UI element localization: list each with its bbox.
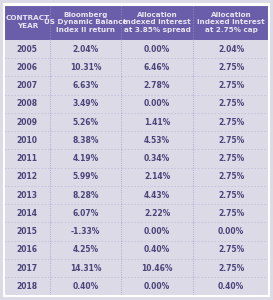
Text: 2.04%: 2.04% [218, 44, 244, 53]
Text: 6.63%: 6.63% [72, 81, 99, 90]
Text: 5.26%: 5.26% [72, 118, 99, 127]
Text: -1.33%: -1.33% [71, 227, 100, 236]
Text: 2.75%: 2.75% [218, 136, 244, 145]
Text: 6.07%: 6.07% [72, 209, 99, 218]
Text: 2008: 2008 [17, 99, 38, 108]
Text: 2006: 2006 [17, 63, 38, 72]
Text: 8.28%: 8.28% [72, 190, 99, 200]
Text: 10.46%: 10.46% [141, 264, 173, 273]
Text: 4.43%: 4.43% [144, 190, 170, 200]
Text: Bloomberg
US Dynamic Balance
Index II return: Bloomberg US Dynamic Balance Index II re… [44, 12, 127, 33]
Text: 2013: 2013 [17, 190, 38, 200]
Text: 2.75%: 2.75% [218, 154, 244, 163]
Text: 0.40%: 0.40% [144, 245, 170, 254]
Text: 2010: 2010 [17, 136, 38, 145]
Text: 2012: 2012 [17, 172, 38, 181]
Text: 2007: 2007 [17, 81, 38, 90]
Bar [4, 4, 269, 40]
Text: 2.78%: 2.78% [144, 81, 170, 90]
Text: 0.34%: 0.34% [144, 154, 170, 163]
Text: 0.00%: 0.00% [144, 44, 170, 53]
Text: 2.75%: 2.75% [218, 172, 244, 181]
Text: 2015: 2015 [17, 227, 38, 236]
Text: 2.75%: 2.75% [218, 63, 244, 72]
Text: CONTRACT
YEAR: CONTRACT YEAR [5, 16, 49, 29]
Text: 0.00%: 0.00% [218, 227, 244, 236]
Text: 2011: 2011 [17, 154, 38, 163]
Text: 0.00%: 0.00% [144, 282, 170, 291]
Text: 6.46%: 6.46% [144, 63, 170, 72]
Text: 2016: 2016 [17, 245, 38, 254]
Text: 0.00%: 0.00% [144, 99, 170, 108]
Text: 10.31%: 10.31% [70, 63, 101, 72]
Text: 2.75%: 2.75% [218, 118, 244, 127]
Text: 1.41%: 1.41% [144, 118, 170, 127]
Text: 2014: 2014 [17, 209, 38, 218]
Text: 2009: 2009 [17, 118, 38, 127]
Text: 2.75%: 2.75% [218, 190, 244, 200]
Text: 2005: 2005 [17, 44, 38, 53]
Text: 2017: 2017 [17, 264, 38, 273]
Text: 2.14%: 2.14% [144, 172, 170, 181]
Text: 0.40%: 0.40% [218, 282, 244, 291]
Text: 14.31%: 14.31% [70, 264, 101, 273]
Text: 0.00%: 0.00% [144, 227, 170, 236]
Text: 2.75%: 2.75% [218, 245, 244, 254]
Text: Allocation
indexed interest
at 2.75% cap: Allocation indexed interest at 2.75% cap [197, 12, 265, 33]
Text: 2.75%: 2.75% [218, 99, 244, 108]
Text: 4.19%: 4.19% [72, 154, 99, 163]
Text: 2.75%: 2.75% [218, 81, 244, 90]
Text: 4.53%: 4.53% [144, 136, 170, 145]
Text: 5.99%: 5.99% [72, 172, 99, 181]
Text: 0.40%: 0.40% [72, 282, 99, 291]
Text: 2.04%: 2.04% [72, 44, 99, 53]
Text: 2.75%: 2.75% [218, 264, 244, 273]
Text: 2.22%: 2.22% [144, 209, 170, 218]
Text: 2.75%: 2.75% [218, 209, 244, 218]
Text: 8.38%: 8.38% [72, 136, 99, 145]
Text: 3.49%: 3.49% [72, 99, 99, 108]
Text: Allocation
indexed interest
at 3.85% spread: Allocation indexed interest at 3.85% spr… [123, 12, 191, 33]
Text: 2018: 2018 [17, 282, 38, 291]
Text: 4.25%: 4.25% [72, 245, 99, 254]
